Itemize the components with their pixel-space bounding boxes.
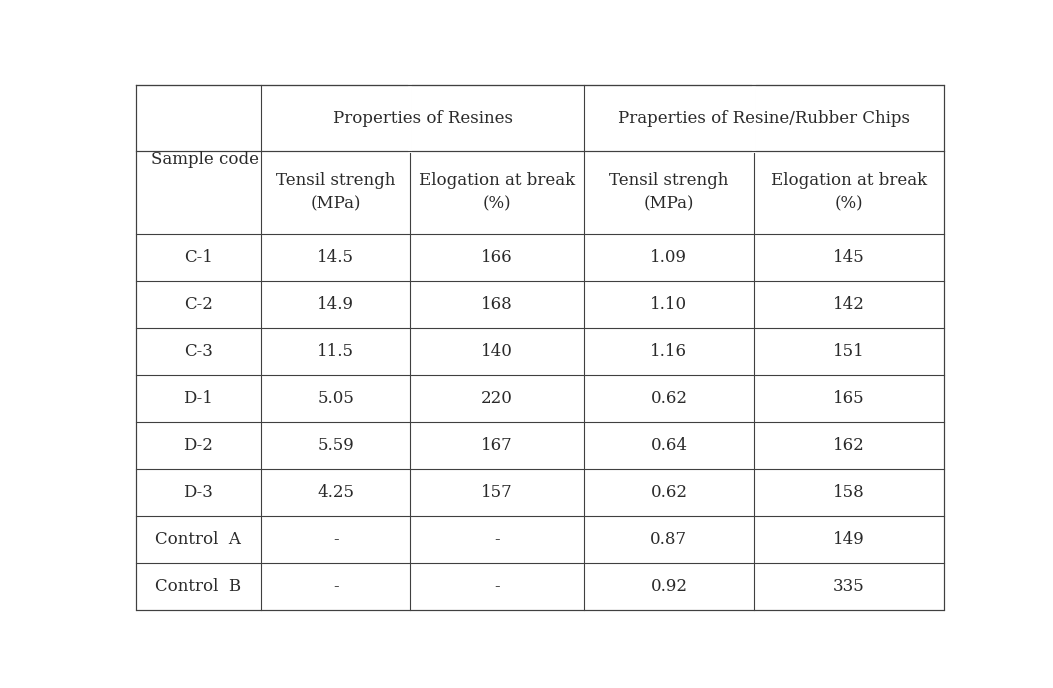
Text: 1.16: 1.16 xyxy=(651,343,688,360)
Text: 0.62: 0.62 xyxy=(651,390,688,407)
Text: 220: 220 xyxy=(481,390,513,407)
Text: 140: 140 xyxy=(481,343,513,360)
Text: 142: 142 xyxy=(833,296,865,313)
Text: 167: 167 xyxy=(481,437,513,454)
Text: Properties of Resines: Properties of Resines xyxy=(333,109,513,127)
Text: 1.09: 1.09 xyxy=(651,249,688,266)
Text: -: - xyxy=(495,578,500,594)
Text: 5.59: 5.59 xyxy=(317,437,354,454)
Text: Control  B: Control B xyxy=(155,578,241,594)
Text: C-1: C-1 xyxy=(184,249,213,266)
Text: Elogation at break
(%): Elogation at break (%) xyxy=(771,172,927,213)
Text: 165: 165 xyxy=(833,390,865,407)
Text: -: - xyxy=(495,530,500,548)
Text: Tensil strengh
(MPa): Tensil strengh (MPa) xyxy=(276,172,395,213)
Text: D-1: D-1 xyxy=(183,390,214,407)
Text: 11.5: 11.5 xyxy=(317,343,354,360)
Text: 162: 162 xyxy=(833,437,865,454)
Text: 5.05: 5.05 xyxy=(317,390,354,407)
Text: 157: 157 xyxy=(481,484,513,501)
Text: -: - xyxy=(333,530,338,548)
Text: C-2: C-2 xyxy=(184,296,213,313)
Text: 168: 168 xyxy=(481,296,513,313)
Text: 158: 158 xyxy=(833,484,865,501)
Text: 0.64: 0.64 xyxy=(651,437,688,454)
Text: 14.9: 14.9 xyxy=(317,296,354,313)
Text: Praperties of Resine/Rubber Chips: Praperties of Resine/Rubber Chips xyxy=(618,109,910,127)
Text: D-2: D-2 xyxy=(183,437,214,454)
Text: 0.62: 0.62 xyxy=(651,484,688,501)
Text: 149: 149 xyxy=(833,530,865,548)
Text: C-3: C-3 xyxy=(184,343,213,360)
Text: 0.92: 0.92 xyxy=(651,578,688,594)
Text: D-3: D-3 xyxy=(183,484,214,501)
Text: 14.5: 14.5 xyxy=(317,249,354,266)
Text: 166: 166 xyxy=(481,249,513,266)
Text: Control  A: Control A xyxy=(156,530,241,548)
Text: 0.87: 0.87 xyxy=(651,530,688,548)
Text: Elogation at break
(%): Elogation at break (%) xyxy=(419,172,575,213)
Text: 145: 145 xyxy=(833,249,865,266)
Text: 151: 151 xyxy=(833,343,865,360)
Text: 1.10: 1.10 xyxy=(651,296,688,313)
Text: 4.25: 4.25 xyxy=(317,484,354,501)
Text: 335: 335 xyxy=(833,578,865,594)
Text: Tensil strengh
(MPa): Tensil strengh (MPa) xyxy=(610,172,729,213)
Text: -: - xyxy=(333,578,338,594)
Text: Sample code: Sample code xyxy=(151,151,259,168)
